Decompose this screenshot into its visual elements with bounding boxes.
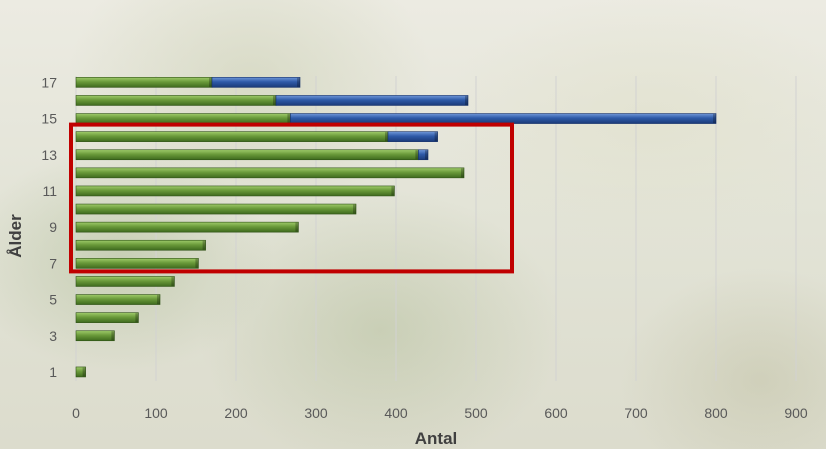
bar-cap-blue-age-17 (297, 78, 300, 87)
x-tick-0: 0 (72, 405, 80, 421)
x-tick-700: 700 (624, 405, 648, 421)
bar-cap-green-age-14 (385, 132, 388, 141)
bar-cap-green-age-17 (209, 78, 212, 87)
bar-green-age-10 (76, 204, 356, 214)
bar-cap-green-age-16 (273, 96, 276, 105)
x-tick-labels: 0 100 200 300 400 500 600 700 800 900 (72, 405, 808, 421)
x-tick-600: 600 (544, 405, 568, 421)
x-tick-500: 500 (464, 405, 488, 421)
bar-green-age-7 (76, 258, 198, 268)
bar-green-age-6 (76, 276, 174, 286)
y-tick-17: 17 (41, 74, 57, 90)
y-axis-title: Ålder (6, 214, 25, 258)
bar-cap-green-age-3 (111, 331, 114, 340)
bar-green-age-3 (76, 331, 114, 341)
y-tick-11: 11 (42, 183, 57, 199)
bar-green-age-15 (76, 114, 290, 124)
bar-green-age-13 (76, 150, 418, 160)
bar-cap-green-age-4 (135, 313, 138, 322)
x-tick-400: 400 (384, 405, 408, 421)
bar-cap-green-age-9 (295, 223, 298, 232)
bar-green-age-14 (76, 132, 388, 142)
x-tick-200: 200 (224, 405, 248, 421)
bar-green-age-9 (76, 222, 298, 232)
bar-cap-green-age-13 (415, 150, 418, 159)
bar-green-age-11 (76, 186, 394, 196)
bar-cap-green-age-6 (171, 277, 174, 286)
y-tick-15: 15 (41, 111, 57, 127)
bar-green-age-12 (76, 168, 464, 178)
bar-cap-green-age-10 (353, 205, 356, 214)
bar-cap-blue-age-14 (435, 132, 438, 141)
bar-cap-green-age-5 (157, 295, 160, 304)
y-tick-5: 5 (49, 292, 57, 308)
y-tick-3: 3 (49, 328, 57, 344)
y-tick-13: 13 (41, 147, 57, 163)
bar-cap-green-age-8 (203, 241, 206, 250)
x-tick-300: 300 (304, 405, 328, 421)
bar-cap-green-age-7 (195, 259, 198, 268)
bar-blue-age-15 (290, 114, 716, 124)
bar-green-age-5 (76, 295, 160, 305)
bar-cap-green-age-15 (287, 114, 290, 123)
bar-green-age-4 (76, 313, 138, 323)
bar-cap-blue-age-15 (713, 114, 716, 123)
x-tick-900: 900 (784, 405, 808, 421)
y-tick-9: 9 (49, 219, 57, 235)
bar-cap-blue-age-16 (465, 96, 468, 105)
x-tick-100: 100 (144, 405, 168, 421)
x-tick-800: 800 (704, 405, 728, 421)
bar-green-age-17 (76, 77, 212, 87)
bar-blue-age-14 (388, 132, 438, 142)
bar-green-age-16 (76, 95, 276, 105)
bar-green-age-8 (76, 240, 206, 250)
bar-cap-green-age-1 (83, 367, 86, 376)
bar-cap-green-age-12 (461, 168, 464, 177)
x-axis-title: Antal (415, 429, 458, 448)
bar-cap-green-age-11 (391, 186, 394, 195)
y-tick-1: 1 (49, 364, 57, 380)
bar-blue-age-17 (212, 77, 300, 87)
bar-cap-blue-age-13 (425, 150, 428, 159)
bar-blue-age-16 (276, 95, 468, 105)
y-tick-7: 7 (49, 255, 57, 271)
